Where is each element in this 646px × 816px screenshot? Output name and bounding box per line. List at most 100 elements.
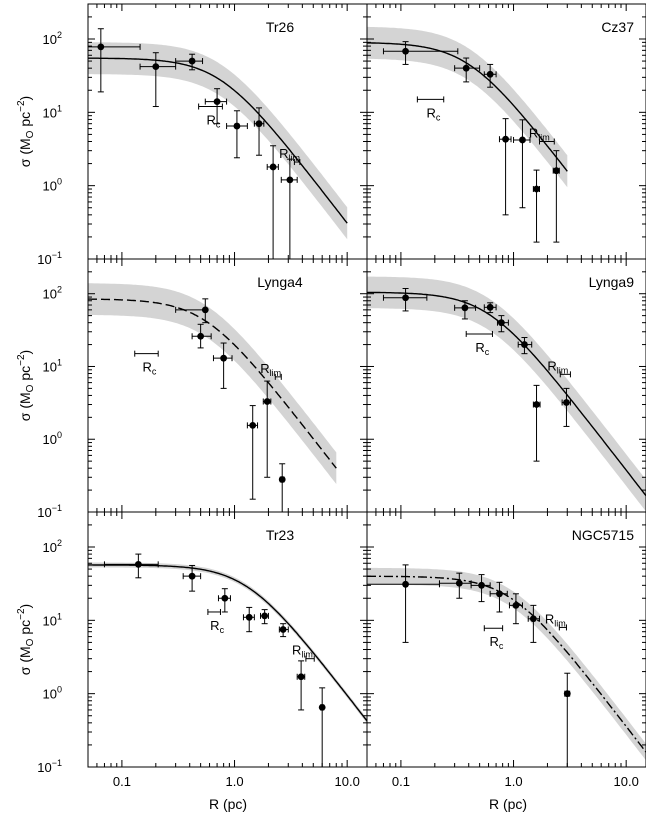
data-point bbox=[533, 401, 540, 408]
x-tick-label: 0.1 bbox=[113, 774, 131, 789]
panel-plot-area bbox=[367, 276, 646, 512]
panel-border bbox=[87, 511, 368, 768]
x-axis-label: R (pc) bbox=[489, 796, 527, 812]
data-point bbox=[233, 122, 241, 130]
y-tick-label: 100 bbox=[43, 685, 62, 702]
y-axis-label-close: ) bbox=[17, 350, 33, 355]
panel-tr23: Rc Rlim Tr23 bbox=[88, 527, 367, 767]
data-point bbox=[278, 476, 286, 483]
data-point bbox=[245, 613, 253, 621]
rlim-label-sub: lim bbox=[557, 365, 569, 375]
uncertainty-band bbox=[367, 567, 646, 761]
model-fit-line bbox=[88, 564, 367, 722]
y-tick-label: 10−1 bbox=[37, 250, 62, 267]
data-point bbox=[213, 98, 221, 106]
model-fit-line bbox=[367, 575, 646, 753]
y-tick-label-exp: −1 bbox=[52, 250, 62, 260]
y-axis-label-sub: O bbox=[25, 130, 36, 138]
data-point bbox=[188, 572, 196, 580]
data-point bbox=[269, 163, 277, 171]
y-axis-label-tail: pc bbox=[17, 366, 33, 385]
data-point bbox=[455, 579, 463, 587]
data-point bbox=[497, 319, 505, 327]
data-point bbox=[286, 176, 294, 184]
rc-label-sub: c bbox=[152, 367, 157, 377]
rlim-label: Rlim bbox=[260, 361, 281, 378]
uncertainty-band bbox=[88, 42, 348, 240]
rc-label: Rc bbox=[427, 105, 441, 122]
panel-plot-area bbox=[88, 553, 367, 767]
y-axis-label-exp: −2 bbox=[16, 354, 27, 366]
model-fit-line bbox=[88, 57, 348, 224]
panel-border bbox=[366, 511, 646, 768]
y-tick-label-exp: 2 bbox=[57, 538, 62, 548]
data-point bbox=[512, 601, 520, 609]
panel-border bbox=[87, 3, 368, 260]
rc-label: Rc bbox=[489, 634, 503, 651]
data-point bbox=[297, 673, 305, 681]
y-tick-label-exp: 0 bbox=[57, 685, 62, 695]
panel-plot-area bbox=[367, 26, 568, 243]
rc-label-sub: c bbox=[216, 120, 221, 130]
rlim-label: Rlim bbox=[545, 611, 566, 628]
x-tick-label: 0.1 bbox=[392, 774, 410, 789]
model-fit-line bbox=[367, 42, 568, 172]
rlim-label-sub: lim bbox=[289, 153, 301, 163]
panel-plot-area bbox=[88, 283, 337, 512]
data-point bbox=[261, 612, 269, 620]
data-point bbox=[563, 399, 570, 406]
rc-label-sub: c bbox=[436, 112, 441, 122]
rc-label: Rc bbox=[142, 360, 156, 377]
y-axis-label: σ (MO pc−2) bbox=[16, 350, 36, 421]
y-axis-label-tail: pc bbox=[17, 620, 33, 639]
x-tick-label: 1.0 bbox=[504, 774, 522, 789]
data-point bbox=[188, 57, 196, 65]
rc-label-sub: c bbox=[485, 347, 490, 357]
y-tick-label: 10−1 bbox=[37, 503, 62, 520]
uncertainty-band bbox=[367, 276, 646, 512]
panels-group: Rc Rlim Tr26 Rc Rlim Cz37 Rc Rlim Lynga4 Rc Rlim Ly… bbox=[88, 19, 646, 767]
y-tick-label-exp: 2 bbox=[57, 30, 62, 40]
y-axis-label: σ (MO pc−2) bbox=[16, 604, 36, 675]
data-point bbox=[201, 306, 209, 314]
y-axis-label-main: σ (M bbox=[17, 646, 33, 675]
panel-title: Cz37 bbox=[601, 19, 634, 35]
y-tick-label: 101 bbox=[43, 103, 62, 120]
data-point bbox=[263, 398, 271, 405]
panel-plot-area bbox=[88, 28, 348, 259]
data-point bbox=[533, 185, 540, 193]
y-tick-label: 100 bbox=[43, 430, 62, 447]
data-point bbox=[486, 303, 494, 311]
data-point bbox=[478, 581, 485, 589]
y-axis-label-main: σ (M bbox=[17, 138, 33, 167]
data-point bbox=[563, 690, 571, 698]
y-tick-label: 101 bbox=[43, 357, 62, 374]
panel-title: Lynga9 bbox=[589, 274, 635, 290]
x-tick-label: 1.0 bbox=[225, 774, 243, 789]
data-point bbox=[134, 560, 142, 568]
rlim-label-sub: lim bbox=[538, 133, 550, 143]
y-axis-label-main: σ (M bbox=[17, 392, 33, 421]
data-point bbox=[197, 332, 205, 340]
data-point bbox=[486, 70, 494, 78]
y-axis-label-tail: pc bbox=[17, 112, 33, 131]
data-point bbox=[402, 294, 409, 302]
y-tick-label-exp: 1 bbox=[57, 357, 62, 367]
y-tick-label-exp: 2 bbox=[57, 285, 62, 295]
data-point bbox=[221, 594, 229, 602]
y-tick-label-exp: −1 bbox=[52, 758, 62, 768]
model-fit-line bbox=[88, 298, 337, 469]
data-point bbox=[279, 626, 287, 633]
data-point bbox=[496, 590, 503, 598]
y-tick-label: 10−1 bbox=[37, 758, 62, 775]
data-point bbox=[255, 120, 263, 128]
y-axis-label-close: ) bbox=[17, 96, 33, 101]
panel-title: Tr23 bbox=[266, 527, 294, 543]
panel-ngc5715: Rc Rlim NGC5715 bbox=[367, 527, 646, 767]
rc-label: Rc bbox=[210, 618, 224, 635]
y-tick-label-exp: −1 bbox=[52, 503, 62, 513]
